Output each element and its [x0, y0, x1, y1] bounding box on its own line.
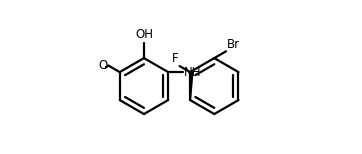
Text: NH: NH: [184, 66, 202, 79]
Text: F: F: [172, 52, 179, 65]
Text: Br: Br: [227, 38, 240, 51]
Text: OH: OH: [135, 28, 153, 41]
Text: O: O: [98, 59, 108, 72]
